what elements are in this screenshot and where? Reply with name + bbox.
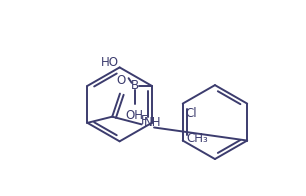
Text: HO: HO (101, 56, 119, 69)
Text: NH: NH (144, 116, 162, 129)
Text: F: F (140, 114, 147, 127)
Text: O: O (116, 74, 125, 87)
Text: Cl: Cl (186, 107, 197, 121)
Text: B: B (131, 79, 139, 92)
Text: OH: OH (126, 109, 144, 122)
Text: CH₃: CH₃ (187, 132, 208, 145)
